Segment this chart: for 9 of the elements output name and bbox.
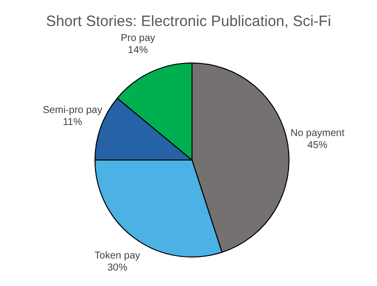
slice-label: No payment	[290, 128, 345, 140]
slice-label: Pro pay	[120, 33, 156, 44]
slice-label: Token pay	[94, 250, 140, 262]
data-label: 11%	[62, 116, 82, 128]
data-label: 45%	[307, 140, 328, 152]
data-label: 14%	[128, 45, 148, 56]
chart-title: Short Stories: Electronic Publication, Sci-Fi	[46, 13, 332, 30]
data-label: 30%	[107, 262, 128, 274]
slice-label: Semi-pro pay	[42, 104, 102, 116]
